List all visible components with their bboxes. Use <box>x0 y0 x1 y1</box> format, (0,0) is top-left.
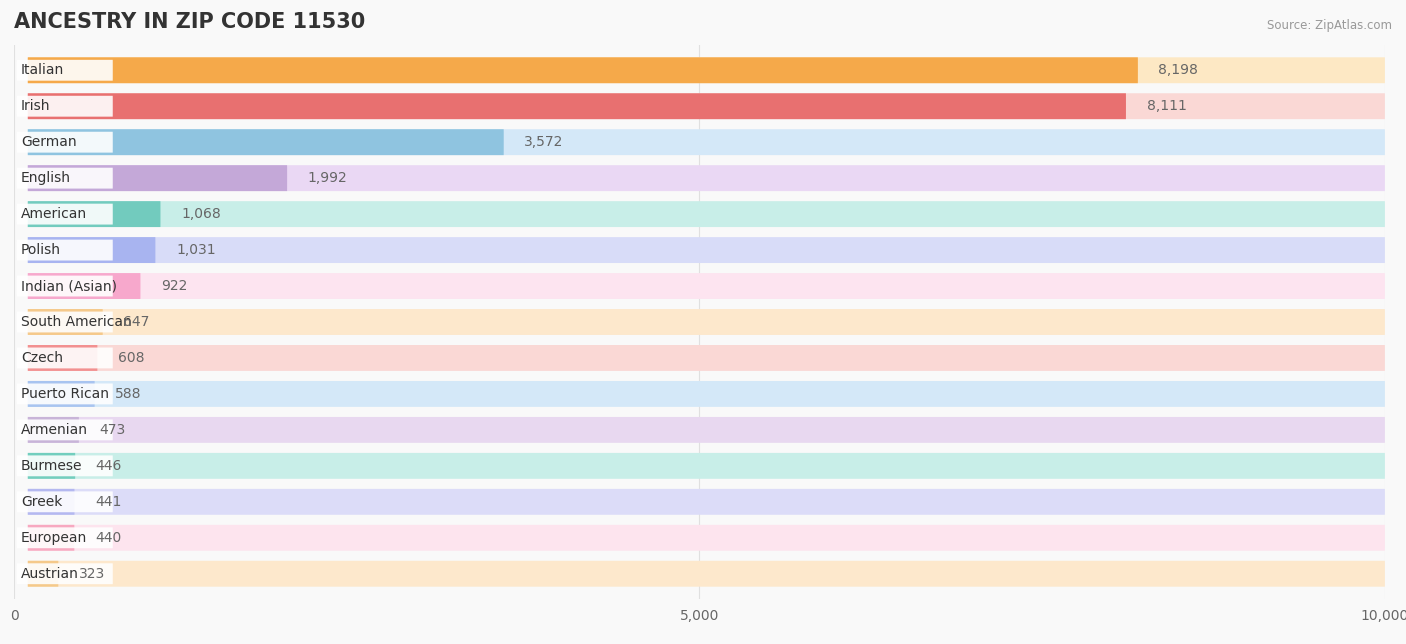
FancyBboxPatch shape <box>28 417 79 443</box>
FancyBboxPatch shape <box>28 345 1385 371</box>
Text: American: American <box>21 207 87 221</box>
FancyBboxPatch shape <box>28 93 1126 119</box>
FancyBboxPatch shape <box>28 166 1385 191</box>
FancyBboxPatch shape <box>17 312 112 332</box>
FancyBboxPatch shape <box>28 57 1385 83</box>
Text: Italian: Italian <box>21 63 65 77</box>
FancyBboxPatch shape <box>28 201 1385 227</box>
FancyBboxPatch shape <box>28 309 1385 335</box>
FancyBboxPatch shape <box>28 381 1385 407</box>
FancyBboxPatch shape <box>17 564 112 584</box>
Text: Armenian: Armenian <box>21 423 89 437</box>
FancyBboxPatch shape <box>28 345 97 371</box>
Text: English: English <box>21 171 70 185</box>
FancyBboxPatch shape <box>28 129 1385 155</box>
Text: Polish: Polish <box>21 243 60 257</box>
FancyBboxPatch shape <box>28 453 75 478</box>
FancyBboxPatch shape <box>17 383 112 404</box>
FancyBboxPatch shape <box>17 132 112 153</box>
FancyBboxPatch shape <box>17 60 112 80</box>
FancyBboxPatch shape <box>28 129 503 155</box>
FancyBboxPatch shape <box>28 561 58 587</box>
FancyBboxPatch shape <box>28 166 287 191</box>
FancyBboxPatch shape <box>28 309 103 335</box>
FancyBboxPatch shape <box>17 276 112 296</box>
Text: 323: 323 <box>79 567 105 581</box>
FancyBboxPatch shape <box>17 240 112 261</box>
Text: South American: South American <box>21 315 132 329</box>
FancyBboxPatch shape <box>17 204 112 225</box>
Text: Burmese: Burmese <box>21 459 83 473</box>
Text: 608: 608 <box>118 351 145 365</box>
FancyBboxPatch shape <box>17 527 112 548</box>
FancyBboxPatch shape <box>28 201 160 227</box>
FancyBboxPatch shape <box>28 417 1385 443</box>
Text: 8,111: 8,111 <box>1146 99 1187 113</box>
FancyBboxPatch shape <box>28 525 1385 551</box>
Text: Austrian: Austrian <box>21 567 79 581</box>
FancyBboxPatch shape <box>17 491 112 512</box>
FancyBboxPatch shape <box>28 525 75 551</box>
FancyBboxPatch shape <box>28 489 75 515</box>
FancyBboxPatch shape <box>28 57 1137 83</box>
Text: Indian (Asian): Indian (Asian) <box>21 279 117 293</box>
Text: 446: 446 <box>96 459 122 473</box>
Text: ANCESTRY IN ZIP CODE 11530: ANCESTRY IN ZIP CODE 11530 <box>14 12 366 32</box>
FancyBboxPatch shape <box>17 167 112 189</box>
Text: Czech: Czech <box>21 351 63 365</box>
FancyBboxPatch shape <box>17 419 112 440</box>
FancyBboxPatch shape <box>28 489 1385 515</box>
FancyBboxPatch shape <box>28 237 156 263</box>
Text: 1,031: 1,031 <box>176 243 215 257</box>
FancyBboxPatch shape <box>28 381 94 407</box>
Text: Puerto Rican: Puerto Rican <box>21 387 108 401</box>
FancyBboxPatch shape <box>28 237 1385 263</box>
Text: 922: 922 <box>162 279 187 293</box>
Text: European: European <box>21 531 87 545</box>
Text: 3,572: 3,572 <box>524 135 564 149</box>
Text: 473: 473 <box>100 423 125 437</box>
FancyBboxPatch shape <box>28 561 1385 587</box>
Text: 647: 647 <box>124 315 149 329</box>
Text: 440: 440 <box>96 531 121 545</box>
Text: Greek: Greek <box>21 495 62 509</box>
Text: German: German <box>21 135 76 149</box>
FancyBboxPatch shape <box>28 93 1385 119</box>
FancyBboxPatch shape <box>17 455 112 477</box>
Text: 441: 441 <box>96 495 121 509</box>
FancyBboxPatch shape <box>17 96 112 117</box>
FancyBboxPatch shape <box>17 348 112 368</box>
Text: 1,992: 1,992 <box>308 171 347 185</box>
Text: 8,198: 8,198 <box>1159 63 1198 77</box>
Text: 588: 588 <box>115 387 142 401</box>
Text: Source: ZipAtlas.com: Source: ZipAtlas.com <box>1267 19 1392 32</box>
FancyBboxPatch shape <box>28 273 1385 299</box>
FancyBboxPatch shape <box>28 273 141 299</box>
Text: Irish: Irish <box>21 99 51 113</box>
Text: 1,068: 1,068 <box>181 207 221 221</box>
FancyBboxPatch shape <box>28 453 1385 478</box>
